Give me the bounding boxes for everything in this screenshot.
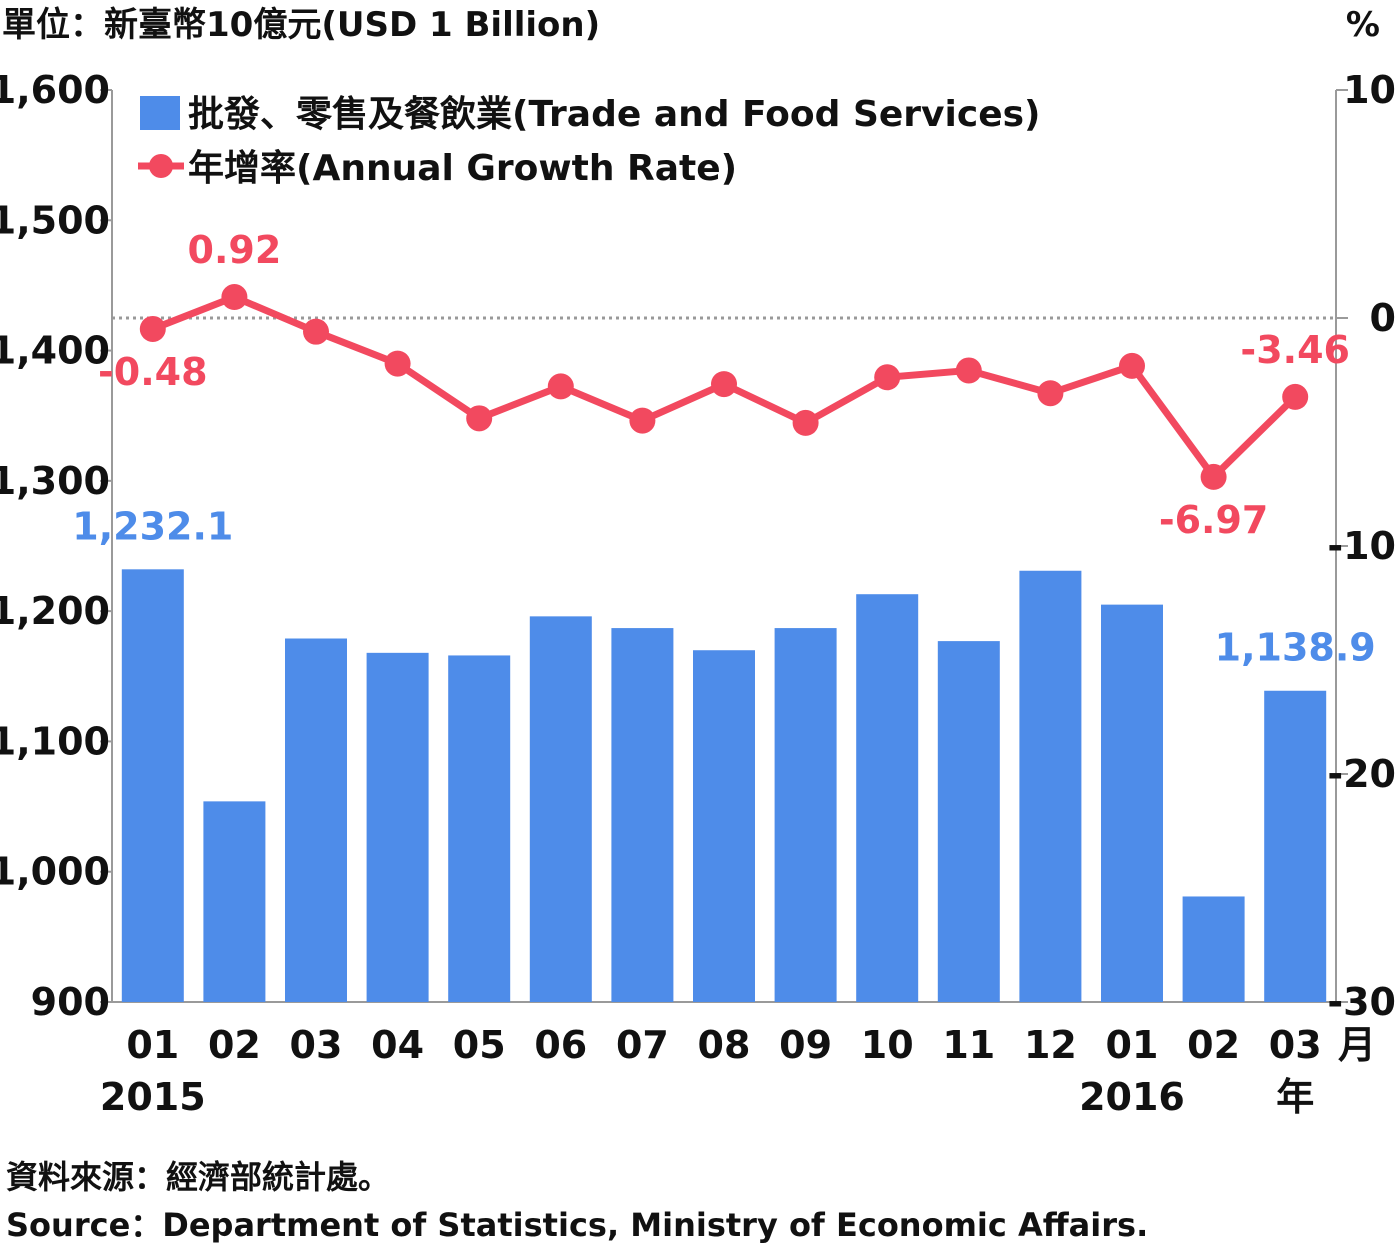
left-axis-tick-label: 1,500 — [0, 198, 110, 242]
growth-rate-point — [1119, 352, 1145, 379]
line-series — [139, 284, 1309, 490]
bar — [203, 801, 266, 1002]
left-axis-tick-label: 1,200 — [0, 589, 110, 633]
bar-series — [121, 569, 1327, 1002]
right-axis-tick-label: 10 — [1343, 68, 1396, 112]
growth-rate-point — [792, 409, 819, 436]
bar — [693, 650, 755, 1002]
growth-rate-point — [384, 350, 411, 377]
x-axis-year-label: 2016 — [1079, 1075, 1185, 1119]
legend: 批發、零售及餐飲業(Trade and Food Services) 年增率(A… — [138, 94, 1041, 189]
growth-rate-point — [139, 315, 166, 342]
bar — [611, 628, 674, 1002]
bar — [1019, 570, 1082, 1002]
source-note-english: Source：Department of Statistics, Ministr… — [6, 1206, 1149, 1244]
right-axis-tick-label: -10 — [1327, 524, 1396, 568]
growth-rate-point — [303, 318, 329, 345]
bar — [1101, 604, 1163, 1002]
growth-rate-value-label: 0.92 — [188, 228, 282, 272]
data-labels: 1,232.1 1,138.9 -0.48 0.92 -6.97 -3.46 — [72, 228, 1375, 670]
bar — [1182, 896, 1245, 1002]
growth-rate-point — [955, 357, 982, 384]
x-axis-tick-label: 10 — [861, 1023, 914, 1067]
left-axis-tick-label: 1,000 — [0, 850, 110, 894]
bar-value-label: 1,232.1 — [72, 504, 233, 548]
bar — [529, 616, 592, 1002]
growth-rate-point — [1282, 383, 1309, 410]
bar — [285, 638, 347, 1002]
bar — [1264, 690, 1327, 1002]
growth-rate-point — [1037, 380, 1064, 407]
bar — [448, 655, 511, 1002]
right-axis-unit-label: % — [1346, 5, 1380, 45]
left-axis-tick-label: 1,400 — [0, 329, 110, 373]
bar — [121, 569, 184, 1002]
x-axis-tick-label: 12 — [1024, 1023, 1077, 1067]
x-axis-tick-label: 01 — [126, 1023, 179, 1067]
growth-rate-value-label: -0.48 — [98, 350, 208, 394]
x-axis-year-label: 2015 — [100, 1075, 206, 1119]
x-axis-tick-label: 05 — [453, 1023, 506, 1067]
legend-bar-swatch — [140, 96, 180, 130]
bar — [366, 652, 429, 1002]
x-axis-tick-label: 03 — [1269, 1023, 1322, 1067]
x-axis-tick-label: 02 — [1187, 1023, 1240, 1067]
x-axis-month-suffix: 月 — [1338, 1023, 1376, 1067]
growth-rate-point — [221, 284, 248, 311]
legend-bar-label: 批發、零售及餐飲業(Trade and Food Services) — [188, 94, 1041, 135]
x-axis-tick-label: 01 — [1106, 1023, 1159, 1067]
legend-line-marker — [149, 154, 173, 178]
x-axis-tick-label: 06 — [534, 1023, 587, 1067]
growth-rate-point — [547, 373, 574, 400]
bar — [774, 628, 837, 1002]
x-axis-tick-label: 02 — [208, 1023, 261, 1067]
growth-rate-value-label: -6.97 — [1159, 498, 1269, 542]
axes: 900 1,000 1,100 1,200 1,300 1,400 1,500 1,600 -3… — [0, 68, 1396, 1119]
right-axis-tick-label: 0 — [1370, 296, 1396, 340]
x-axis-tick-label: 11 — [942, 1023, 995, 1067]
x-axis-year-suffix: 年 — [1276, 1075, 1314, 1119]
x-axis-tick-label: 03 — [290, 1023, 343, 1067]
growth-rate-point — [466, 405, 493, 432]
left-axis-tick-label: 900 — [31, 980, 110, 1024]
bar — [856, 594, 919, 1002]
growth-rate-point — [874, 364, 901, 391]
right-axis-tick-label: -30 — [1327, 980, 1396, 1024]
right-axis-tick-label: -20 — [1327, 752, 1396, 796]
growth-rate-point — [711, 371, 737, 398]
x-axis-tick-label: 08 — [698, 1023, 751, 1067]
chart-canvas: 單位：新臺幣10億元(USD 1 Billion) % 批發、零售及餐飲業(Tr… — [0, 5, 1396, 1119]
x-axis-tick-label: 09 — [779, 1023, 832, 1067]
bar — [937, 641, 1000, 1002]
left-axis-tick-label: 1,300 — [0, 459, 110, 503]
x-axis-tick-label: 07 — [616, 1023, 669, 1067]
growth-rate-point — [629, 407, 656, 434]
left-axis-tick-label: 1,100 — [0, 719, 110, 763]
growth-rate-point — [1200, 463, 1227, 490]
source-note-chinese: 資料來源：經濟部統計處。 — [6, 1158, 391, 1196]
growth-rate-value-label: -3.46 — [1240, 328, 1350, 372]
x-axis-tick-label: 04 — [371, 1023, 424, 1067]
legend-line-label: 年增率(Annual Growth Rate) — [188, 148, 737, 189]
left-axis-tick-label: 1,600 — [0, 68, 110, 112]
bar-value-label: 1,138.9 — [1215, 626, 1376, 670]
left-axis-unit-label: 單位：新臺幣10億元(USD 1 Billion) — [2, 5, 600, 45]
